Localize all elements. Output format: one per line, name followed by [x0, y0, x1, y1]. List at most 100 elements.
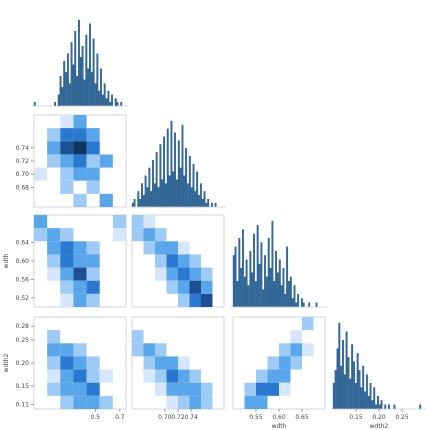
hist-bar [33, 102, 36, 107]
hist-bar [172, 171, 175, 208]
hist-bar [188, 156, 191, 208]
hist-bar [66, 53, 69, 107]
hist-bar [76, 75, 79, 107]
hist-bar [120, 102, 123, 107]
hist-bar [96, 53, 99, 107]
heatmap-cell [166, 395, 178, 409]
hist-bar [157, 187, 160, 208]
hist-bar [170, 120, 173, 208]
heatmap-cell [60, 395, 74, 409]
heatmap-cell [34, 215, 48, 229]
hist-bar [141, 183, 143, 208]
heatmap-cell [178, 267, 190, 281]
hist-bar [199, 183, 202, 208]
hist-bar [286, 246, 289, 308]
hist-bar [114, 98, 117, 107]
heatmap-cell [73, 128, 87, 142]
hist-bar [358, 370, 361, 410]
hist-bar [74, 31, 77, 107]
hist-bar [153, 183, 156, 208]
heatmap-cell [290, 356, 302, 370]
hist-bar [362, 365, 365, 410]
heatmap-cell [178, 356, 190, 370]
hist-bar [278, 259, 281, 308]
hist-bar [81, 46, 84, 107]
hist-bar [139, 199, 142, 208]
y-axis-label: wdth [3, 253, 10, 268]
heatmap-cell [302, 317, 314, 331]
hist-bar [87, 68, 90, 107]
hist-bar [85, 34, 88, 107]
heatmap-cell [60, 180, 74, 194]
heatmap-cell [201, 382, 213, 396]
heatmap-cell [279, 369, 291, 383]
hist-bar [377, 395, 379, 410]
hist-bar [210, 202, 213, 208]
hist-bar [203, 191, 206, 208]
heatmap-cell [73, 167, 87, 181]
hist-bar [258, 263, 261, 308]
heatmap-cell [143, 343, 155, 357]
hist-bar [419, 404, 422, 410]
hist-bar [164, 183, 167, 208]
hist-bar [155, 152, 158, 208]
hist-bar [94, 83, 97, 107]
heatmap-cell [47, 267, 61, 281]
y-tick-label: 0.60 [16, 258, 30, 265]
heatmap-cell [47, 241, 61, 255]
heatmap-cell [132, 343, 144, 357]
y-tick-label: 0.20 [16, 360, 30, 367]
heatmap-cell [279, 382, 291, 396]
hist-bar [105, 98, 108, 107]
heatmap-cell [73, 241, 87, 255]
heatmap-cell [60, 356, 74, 370]
hist-bar [365, 374, 368, 410]
heatmap-cell [73, 193, 87, 207]
heatmap-cell [86, 167, 100, 181]
hist-bar [243, 276, 246, 308]
heatmap-cell [47, 254, 61, 268]
heatmap-cell [34, 228, 48, 242]
hist-bar [253, 233, 255, 308]
heatmap-cell [86, 141, 100, 155]
hist-bar [89, 23, 91, 107]
hist-bar [240, 268, 243, 308]
heatmap-cell [47, 128, 61, 142]
hist-bar [166, 128, 169, 208]
heatmap-cell [112, 215, 126, 229]
hist-bar [300, 298, 303, 308]
heatmap-cell [155, 254, 167, 268]
heatmap-cell [256, 382, 268, 396]
heatmap-cell [143, 228, 155, 242]
hist-bar [142, 195, 145, 208]
heatmap-cell [155, 267, 167, 281]
y-axis-label: wdth2 [3, 353, 10, 372]
heatmap-cell [60, 167, 74, 181]
y-tick-label: 0.25 [16, 337, 30, 344]
heatmap-cell [166, 369, 178, 383]
hist-bar [295, 302, 298, 308]
hist-bar [192, 163, 195, 208]
hist-bar [196, 171, 199, 208]
hist-bar [297, 293, 300, 308]
heatmap-cell [86, 382, 100, 396]
hist-bar [367, 395, 370, 410]
heatmap-cell [86, 293, 100, 307]
heatmap-cell [73, 280, 87, 294]
heatmap-cell [60, 369, 74, 383]
y-tick-label: 0.74 [16, 145, 30, 152]
heatmap-cell [47, 228, 61, 242]
x-tick-label: 0.25 [395, 414, 409, 421]
heatmap-cell [60, 128, 74, 142]
heatmap-cell [73, 369, 87, 383]
hist-bar [343, 374, 346, 410]
hist-bar [183, 175, 186, 208]
heatmap-cell [47, 356, 61, 370]
hist-bar [59, 75, 62, 107]
x-tick-label: 0.15 [349, 414, 363, 421]
hist-bar [373, 387, 376, 410]
hist-bar [356, 352, 359, 410]
x-tick-label: 0.5 [91, 414, 101, 421]
hist-bar [262, 289, 265, 308]
heatmap-cell [73, 356, 87, 370]
